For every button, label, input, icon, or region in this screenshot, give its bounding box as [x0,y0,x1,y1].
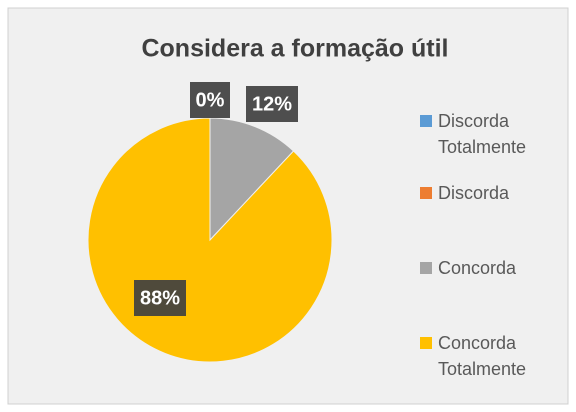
legend-swatch [420,115,432,127]
data-label-box [190,82,230,118]
legend-swatch [420,187,432,199]
pie-slice [87,117,333,363]
data-label-box [134,280,186,316]
legend-entry: Concorda Totalmente [420,330,550,382]
data-label-box [246,86,298,122]
legend-entry: Concorda [420,255,550,281]
legend-swatch [420,337,432,349]
legend-label: Discorda [438,183,510,203]
legend-swatch [420,262,432,274]
legend-entry: Discorda [420,180,550,206]
data-label: 12% [252,93,292,115]
data-label: 0% [196,89,225,111]
legend-label: Concorda Totalmente [438,333,527,379]
data-label: 88% [140,287,180,309]
legend-label: Discorda Totalmente [438,111,527,157]
legend-entry: Discorda Totalmente [420,108,550,160]
legend-label: Concorda [438,258,517,278]
chart-title: Considera a formação útil [141,35,448,63]
pie-slice [209,117,295,242]
